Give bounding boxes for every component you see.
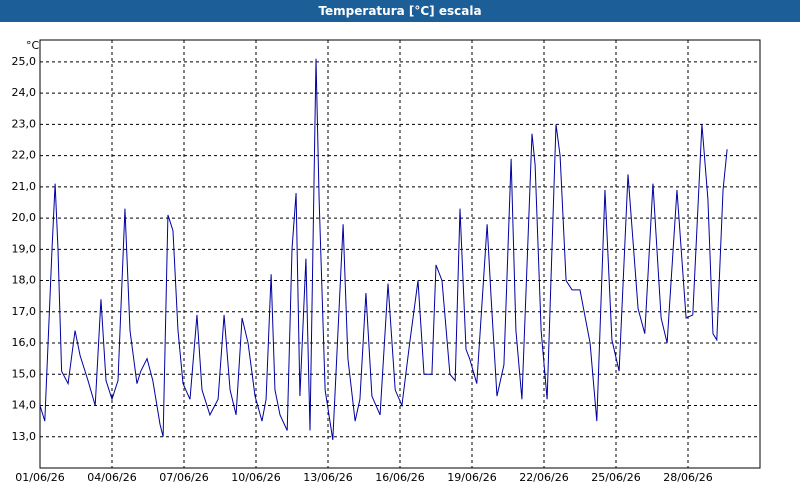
x-tick-label: 01/06/26 bbox=[15, 471, 64, 484]
y-tick-label: 18,0 bbox=[12, 274, 37, 287]
x-tick-label: 07/06/26 bbox=[159, 471, 208, 484]
x-tick-label: 04/06/26 bbox=[87, 471, 136, 484]
y-tick-label: 19,0 bbox=[12, 242, 37, 255]
y-tick-label: 20,0 bbox=[12, 211, 37, 224]
x-tick-label: 10/06/26 bbox=[231, 471, 280, 484]
y-tick-label: 21,0 bbox=[12, 180, 37, 193]
y-tick-label: 17,0 bbox=[12, 305, 37, 318]
x-tick-label: 16/06/26 bbox=[375, 471, 424, 484]
y-tick-label: 22,0 bbox=[12, 149, 37, 162]
y-tick-label: 24,0 bbox=[12, 86, 37, 99]
x-tick-label: 25/06/26 bbox=[591, 471, 640, 484]
y-unit: °C bbox=[26, 39, 40, 52]
plot-area bbox=[39, 39, 761, 469]
line-series bbox=[39, 58, 728, 440]
x-tick-label: 19/06/26 bbox=[447, 471, 496, 484]
y-tick-label: 16,0 bbox=[12, 336, 37, 349]
y-tick-label: 23,0 bbox=[12, 117, 37, 130]
y-tick-label: 15,0 bbox=[12, 367, 37, 380]
title-bar: Temperatura [°C] escala bbox=[0, 0, 800, 22]
y-tick-label: 14,0 bbox=[12, 399, 37, 412]
x-tick-label: 13/06/26 bbox=[303, 471, 352, 484]
y-tick-label: 13,0 bbox=[12, 430, 37, 443]
y-tick-label: 25,0 bbox=[12, 55, 37, 68]
chart: °C 13,0 14,0 15,0 16,0 17,0 18,0 19,0 20,0 21,0 2… bbox=[12, 39, 761, 484]
x-tick-label: 28/06/26 bbox=[663, 471, 712, 484]
x-tick-label: 22/06/26 bbox=[519, 471, 568, 484]
